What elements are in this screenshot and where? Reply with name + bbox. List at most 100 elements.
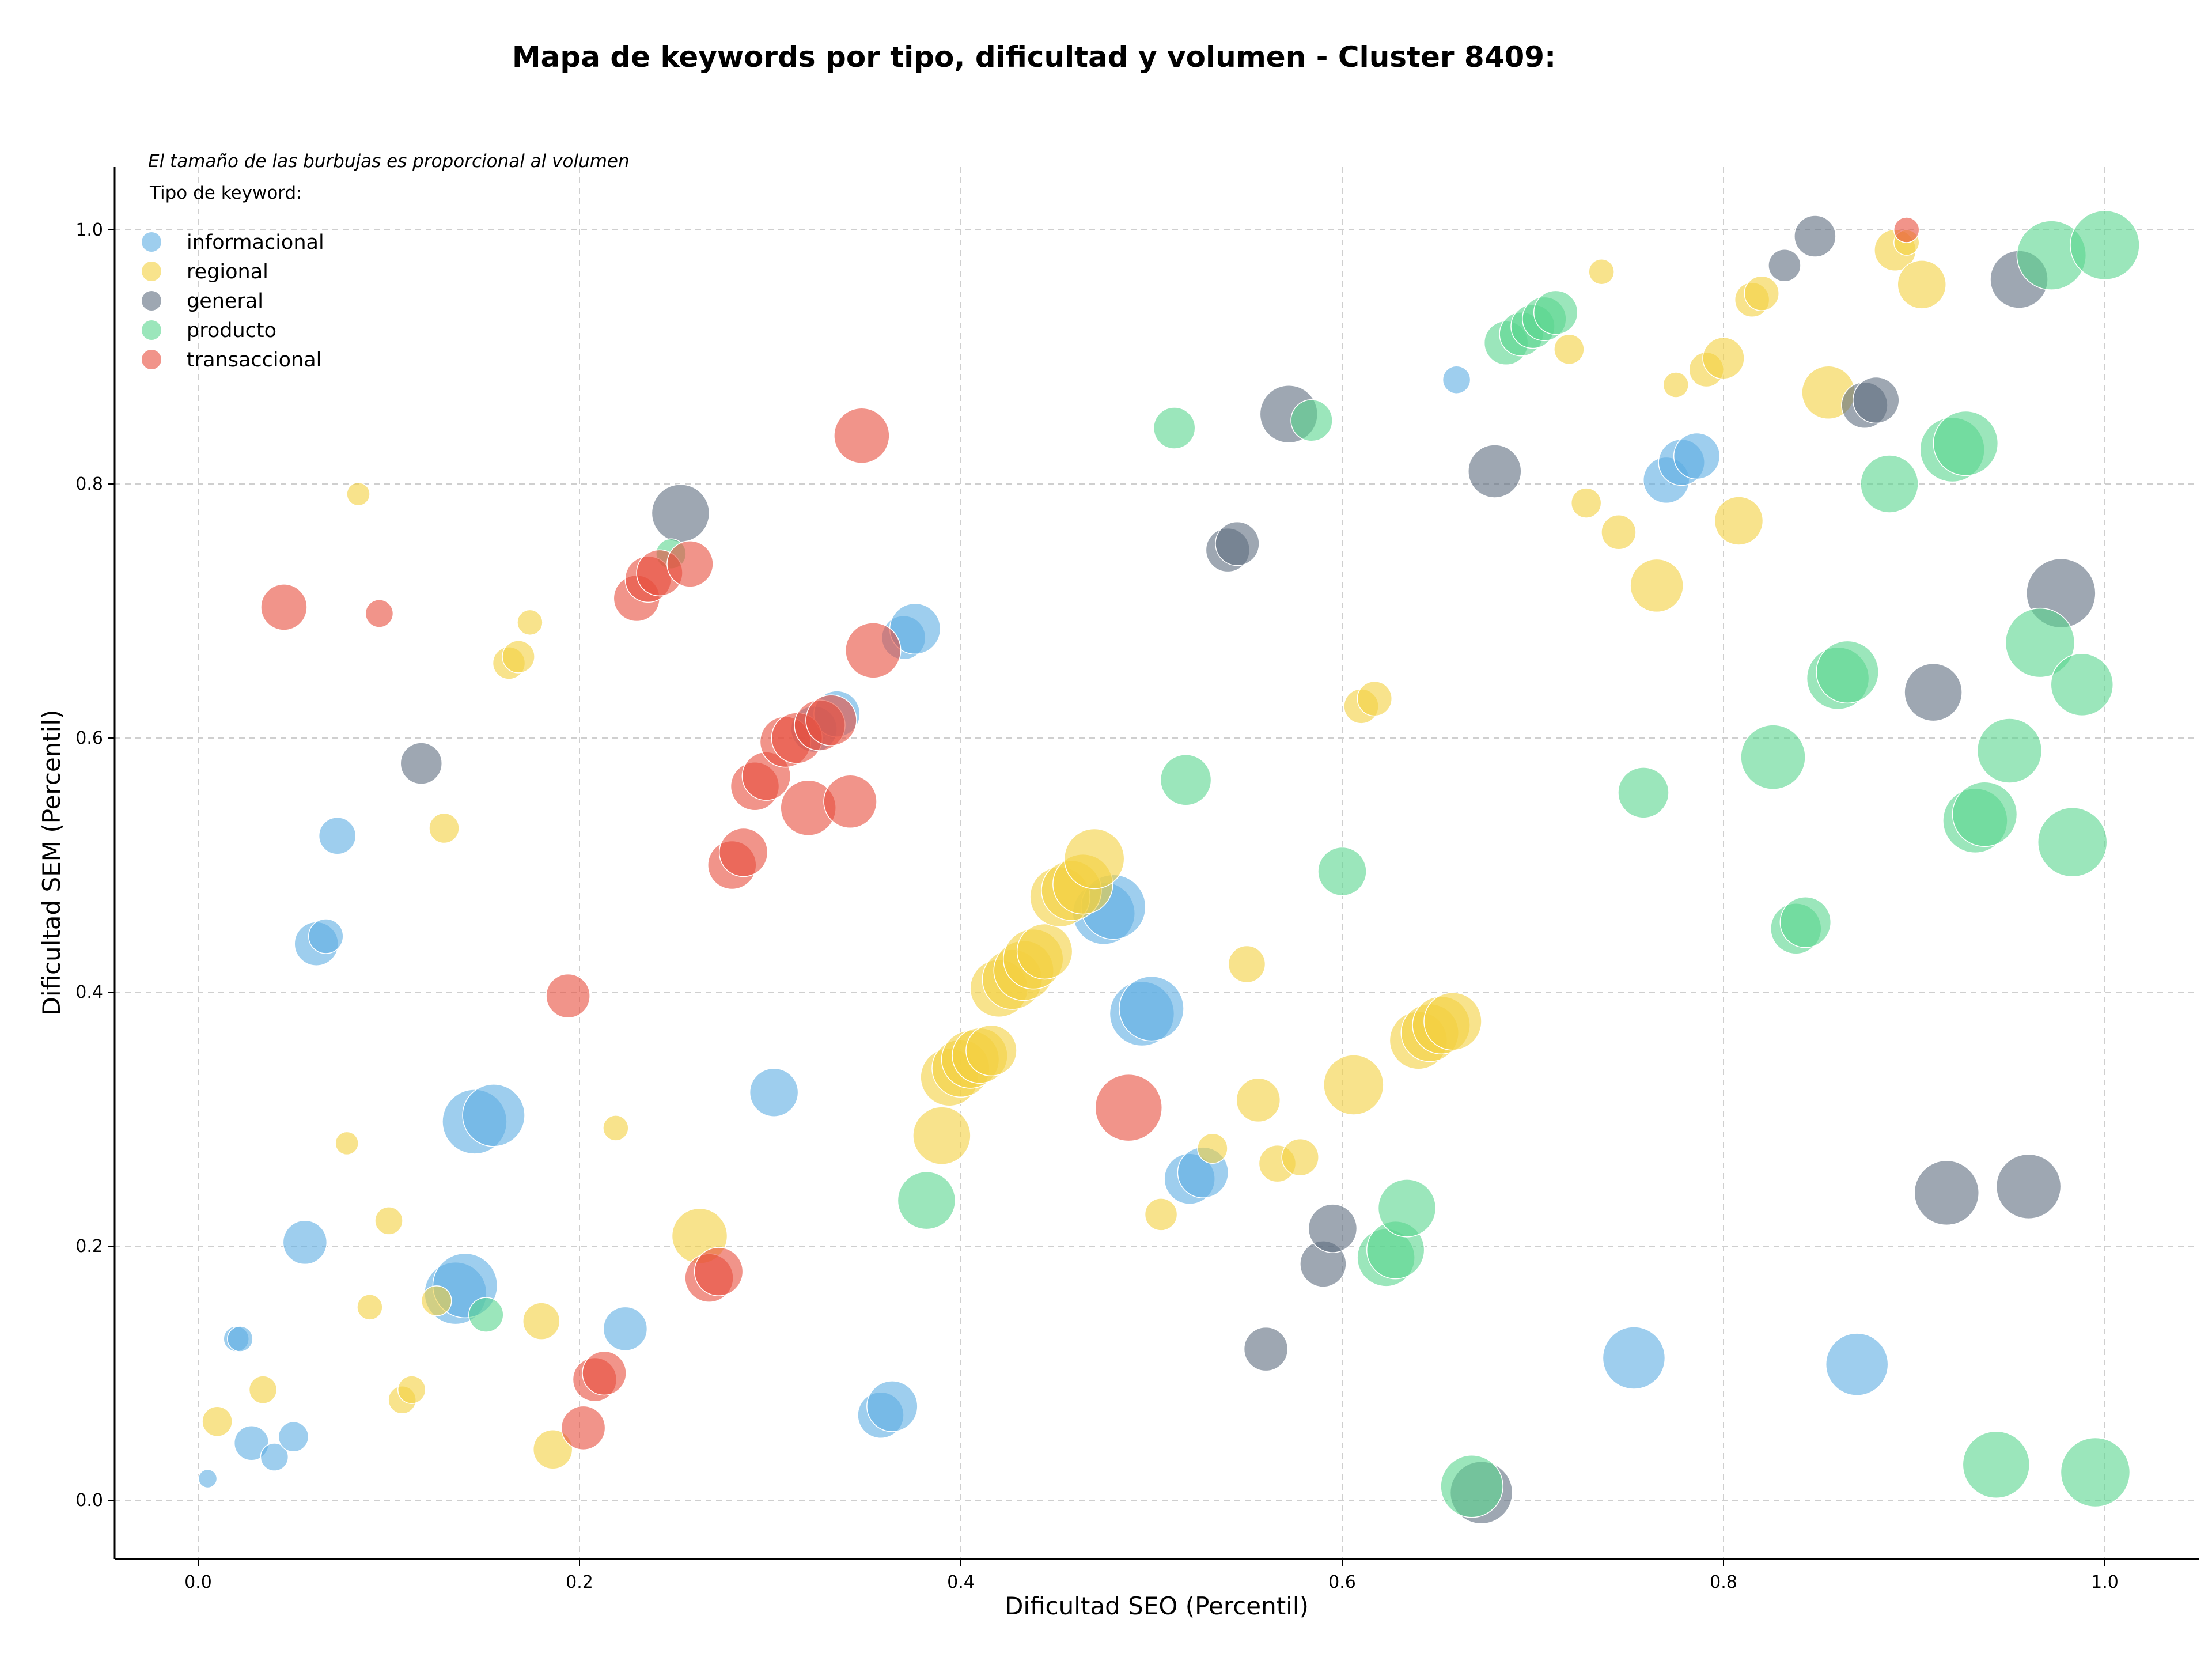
bubble-producto <box>1933 410 1999 476</box>
bubble-regional <box>421 1285 452 1316</box>
legend-marker-general <box>142 291 161 311</box>
size-note: El tamaño de las burbujas es proporciona… <box>148 151 630 172</box>
y-tick-label: 0.4 <box>75 982 103 1002</box>
bubble-transaccional <box>1094 1073 1163 1142</box>
x-tick-label: 0.8 <box>1710 1572 1737 1592</box>
bubble-informacional <box>260 1443 289 1471</box>
bubble-producto <box>1740 724 1806 790</box>
bubble-producto <box>897 1171 956 1230</box>
legend: El tamaño de las burbujas es proporciona… <box>142 151 630 372</box>
bubble-regional <box>335 1131 359 1156</box>
bubble-regional <box>1197 1133 1228 1164</box>
y-tick-label: 0.8 <box>75 474 103 494</box>
bubble-producto <box>2037 807 2108 877</box>
bubble-producto <box>1816 640 1879 704</box>
bubble-producto <box>1440 1454 1503 1518</box>
bubble-transaccional <box>546 973 590 1019</box>
bubble-transaccional <box>365 599 394 628</box>
bubble-transaccional <box>834 407 890 464</box>
bubble-producto <box>1860 455 1919 513</box>
bubble-producto <box>1779 896 1832 948</box>
bubble-transaccional <box>260 584 308 631</box>
bubble-regional <box>1554 334 1585 365</box>
y-axis-label: Dificultad SEM (Percentil) <box>37 710 66 1016</box>
bubble-regional <box>912 1106 971 1165</box>
x-tick-label: 1.0 <box>2091 1572 2119 1592</box>
bubble-producto <box>1962 1431 2031 1499</box>
y-tick-label: 1.0 <box>75 220 103 240</box>
bubble-regional <box>1744 275 1779 311</box>
bubble-transaccional <box>666 540 714 588</box>
axis-ticks: 0.0 0.2 0.4 0.6 0.8 1.0 0.0 0.2 0.4 0.6 0.8 1.0 <box>75 220 2119 1592</box>
bubble-producto <box>1153 407 1196 449</box>
bubble-regional <box>965 1024 1017 1077</box>
bubble-transaccional <box>560 1405 606 1451</box>
bubble-regional <box>429 812 460 844</box>
bubble-general <box>1308 1204 1358 1253</box>
y-tick-label: 0.6 <box>75 728 103 748</box>
bubble-general <box>1768 248 1801 282</box>
bubble-informacional <box>462 1084 525 1147</box>
bubble-regional <box>346 482 370 506</box>
legend-marker-informacional <box>142 232 161 252</box>
bubble-general <box>1853 376 1900 424</box>
bubble-producto <box>1618 767 1669 819</box>
chart-title: Mapa de keywords por tipo, dificultad y … <box>512 40 1556 74</box>
bubble-informacional <box>282 1220 328 1265</box>
bubble-transaccional <box>694 1247 744 1296</box>
bubble-regional <box>397 1375 426 1404</box>
bubble-producto <box>468 1297 504 1333</box>
grid-lines <box>115 167 2199 1559</box>
bubble-transaccional <box>1893 217 1920 243</box>
bubble-regional <box>1570 487 1602 519</box>
bubble-regional <box>502 640 535 674</box>
bubble-general <box>400 742 443 785</box>
bubble-regional <box>1357 680 1393 717</box>
y-tick-label: 0.2 <box>75 1236 103 1257</box>
bubble-informacional <box>278 1421 309 1452</box>
bubble-informacional <box>1119 975 1184 1042</box>
y-tick-label: 0.0 <box>75 1490 103 1511</box>
bubble-informacional <box>227 1326 253 1352</box>
bubble-general <box>651 483 710 543</box>
bubble-regional <box>1016 923 1073 980</box>
legend-marker-transaccional <box>142 350 161 369</box>
bubble-producto <box>2060 1437 2131 1508</box>
legend-marker-producto <box>142 320 161 340</box>
bubble-transaccional <box>718 827 768 877</box>
bubble-informacional <box>318 817 357 855</box>
bubble-producto <box>1160 754 1212 806</box>
bubble-informacional <box>749 1068 799 1117</box>
x-tick-label: 0.6 <box>1328 1572 1356 1592</box>
bubble-informacional <box>866 1380 918 1432</box>
bubble-informacional <box>1673 432 1721 480</box>
legend-label-producto: producto <box>187 319 276 342</box>
x-tick-label: 0.0 <box>184 1572 212 1592</box>
legend-marker-regional <box>142 262 161 281</box>
legend-label-transaccional: transaccional <box>187 349 321 372</box>
bubble-informacional <box>308 918 344 954</box>
legend-label-informacional: informacional <box>187 231 324 254</box>
bubble-producto <box>1533 290 1578 335</box>
legend-title: Tipo de keyword: <box>149 183 302 203</box>
x-axis-label: Dificultad SEO (Percentil) <box>1005 1592 1309 1620</box>
bubble-general <box>1914 1160 1980 1226</box>
bubble-regional <box>374 1206 403 1235</box>
bubble-regional <box>1063 828 1125 890</box>
bubble-general <box>1995 1153 2062 1220</box>
bubble-producto <box>1377 1179 1437 1238</box>
x-tick-label: 0.4 <box>947 1572 975 1592</box>
bubble-regional <box>522 1302 560 1340</box>
bubble-regional <box>1236 1077 1281 1123</box>
bubble-regional <box>1702 336 1745 380</box>
x-tick-label: 0.2 <box>566 1572 593 1592</box>
bubble-regional <box>1323 1054 1384 1115</box>
bubble-informacional <box>1602 1326 1666 1390</box>
bubble-informacional <box>1442 365 1471 394</box>
bubble-regional <box>532 1429 573 1470</box>
bubble-general <box>1468 444 1522 498</box>
legend-label-regional: regional <box>187 260 268 283</box>
bubble-regional <box>1228 945 1266 983</box>
bubble-transaccional <box>823 774 877 828</box>
